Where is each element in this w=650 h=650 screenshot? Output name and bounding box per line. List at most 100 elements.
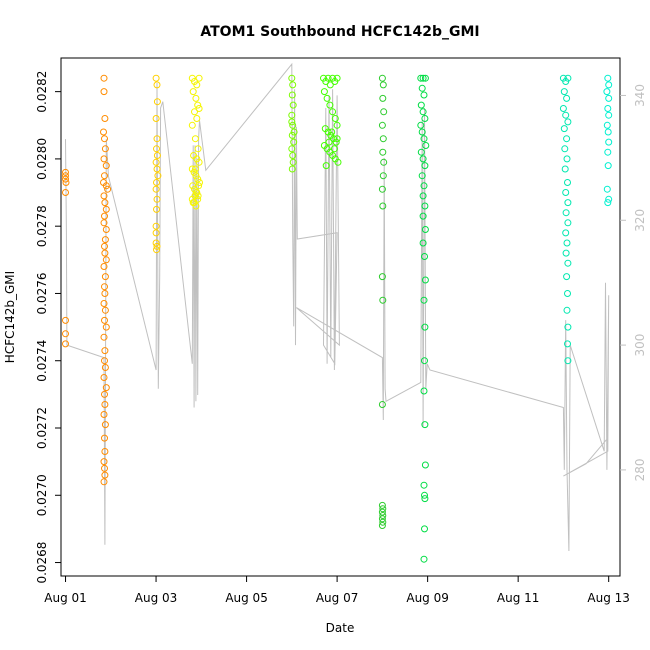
data-point xyxy=(379,518,387,526)
data-point xyxy=(604,162,612,170)
data-point xyxy=(100,263,108,270)
data-point xyxy=(328,128,336,136)
data-point xyxy=(418,128,426,136)
data-point xyxy=(334,158,342,166)
data-point xyxy=(326,81,334,89)
data-point xyxy=(102,182,110,190)
data-point xyxy=(195,105,203,112)
data-point xyxy=(562,189,570,196)
y2-tick-label: 320 xyxy=(633,209,647,232)
data-point xyxy=(100,128,107,136)
data-point xyxy=(194,192,202,200)
data-point xyxy=(378,515,386,523)
data-point xyxy=(101,347,109,355)
data-point xyxy=(153,179,160,186)
data-point xyxy=(289,152,297,159)
data-point xyxy=(378,401,386,408)
data-point xyxy=(153,246,160,254)
data-point xyxy=(605,81,613,89)
data-point xyxy=(563,239,571,247)
data-point xyxy=(289,101,297,109)
data-point xyxy=(153,145,160,153)
data-point xyxy=(101,249,109,257)
data-point xyxy=(195,158,203,166)
data-point xyxy=(191,135,199,143)
data-point xyxy=(564,323,572,331)
data-point xyxy=(289,81,297,89)
data-point xyxy=(152,222,160,230)
data-point xyxy=(560,88,568,96)
secondary-line xyxy=(65,62,610,552)
data-point xyxy=(288,165,296,173)
x-tick-label: Aug 09 xyxy=(406,591,449,605)
data-point xyxy=(419,74,427,82)
data-point xyxy=(104,185,112,193)
data-point xyxy=(421,491,428,499)
data-point xyxy=(418,172,426,180)
data-point xyxy=(190,168,198,176)
data-point xyxy=(153,205,160,213)
data-point xyxy=(324,74,332,82)
data-point xyxy=(604,105,612,112)
data-point xyxy=(379,505,387,513)
data-point xyxy=(379,296,387,304)
data-point xyxy=(62,172,69,180)
data-point xyxy=(101,390,108,398)
data-point xyxy=(101,316,108,324)
data-point xyxy=(563,135,571,143)
data-point xyxy=(101,464,108,472)
data-point xyxy=(100,192,108,200)
data-point xyxy=(564,199,572,207)
data-point xyxy=(194,145,202,153)
data-point xyxy=(153,165,161,173)
data-point xyxy=(417,148,425,156)
data-point xyxy=(421,357,428,365)
data-point xyxy=(100,155,108,163)
data-point xyxy=(102,162,110,170)
data-point xyxy=(101,242,108,250)
x-tick-label: Aug 05 xyxy=(225,591,268,605)
data-point xyxy=(564,340,571,348)
data-point xyxy=(421,461,429,469)
y2-tick-label: 280 xyxy=(633,458,647,481)
data-point xyxy=(564,357,572,365)
data-point xyxy=(62,175,69,183)
data-point xyxy=(419,239,427,247)
data-point xyxy=(153,195,161,203)
data-point xyxy=(100,411,108,418)
x-tick-label: Aug 13 xyxy=(587,591,630,605)
data-point xyxy=(379,172,387,180)
data-point xyxy=(326,101,334,109)
data-point xyxy=(152,74,160,82)
data-point xyxy=(102,323,110,331)
y-tick-label: 0.0268 xyxy=(35,542,49,584)
y-tick-label: 0.0280 xyxy=(35,138,49,180)
data-point xyxy=(419,108,427,116)
y-tick-label: 0.0282 xyxy=(35,71,49,113)
data-point xyxy=(604,128,612,136)
y-axis: 0.0268 0.0270 0.0272 0.0274 0.0276 0.0278 0.02… xyxy=(35,71,61,584)
y-tick-label: 0.0278 xyxy=(35,205,49,247)
data-point xyxy=(420,555,428,563)
data-point xyxy=(193,189,201,196)
data-point xyxy=(418,84,426,92)
y-tick-label: 0.0270 xyxy=(35,474,49,516)
data-point xyxy=(62,316,69,324)
x-tick-label: Aug 07 xyxy=(316,591,359,605)
data-point xyxy=(422,142,430,149)
data-point xyxy=(421,115,429,122)
data-point xyxy=(421,253,428,260)
data-point xyxy=(421,495,429,503)
data-point xyxy=(153,242,161,250)
data-point xyxy=(189,88,197,96)
data-point xyxy=(193,115,201,122)
data-point xyxy=(419,192,427,200)
data-point xyxy=(100,374,108,381)
data-point xyxy=(420,296,428,304)
data-point xyxy=(194,101,202,109)
data-point xyxy=(100,458,108,466)
data-point xyxy=(379,94,387,102)
data-point xyxy=(100,74,108,82)
x-axis-label: Date xyxy=(326,621,355,635)
